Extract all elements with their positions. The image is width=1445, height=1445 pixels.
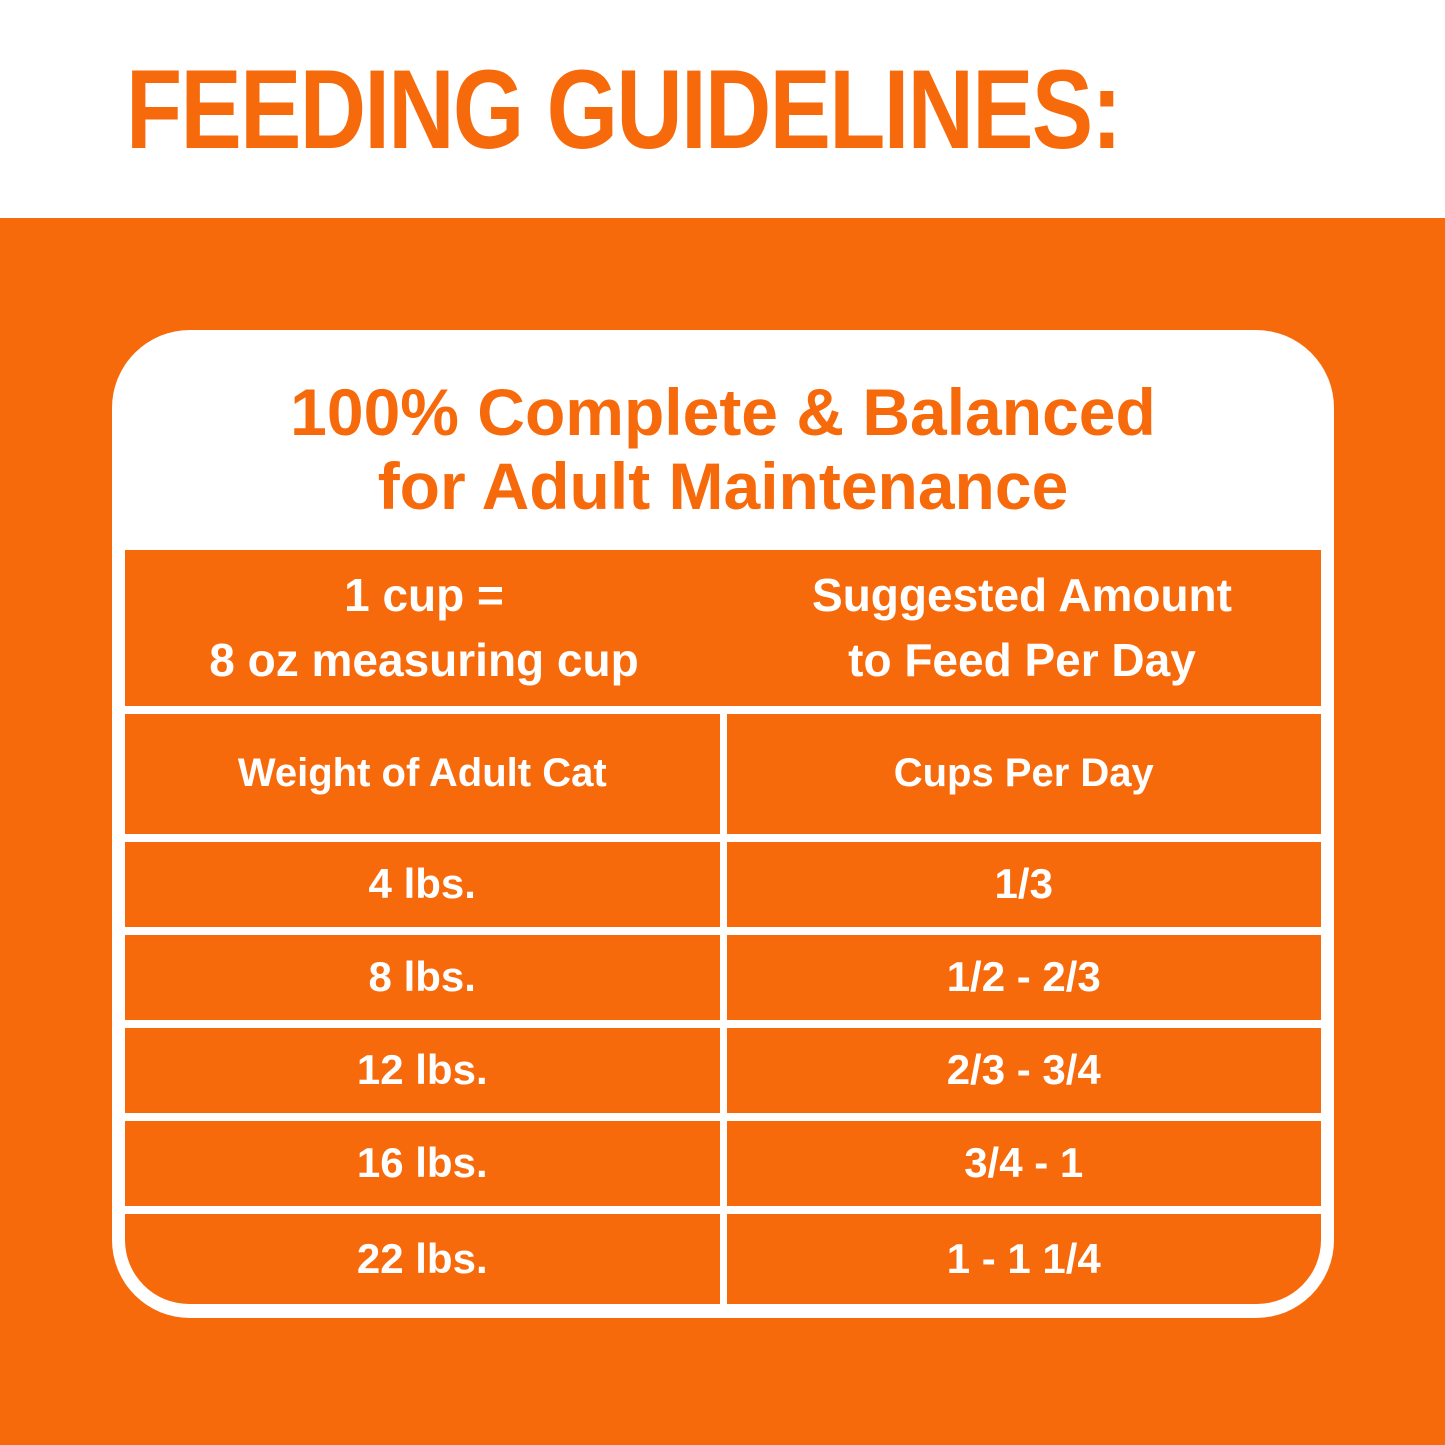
feeding-guidelines-card: 100% Complete & Balanced for Adult Maint… bbox=[112, 330, 1334, 1318]
weight-cell: 4 lbs. bbox=[125, 841, 720, 927]
unit-note-right-text: Suggested Amount to Feed Per Day bbox=[812, 563, 1232, 692]
cups-cell: 1/2 - 2/3 bbox=[726, 934, 1321, 1020]
unit-note-left-text: 1 cup = 8 oz measuring cup bbox=[209, 563, 638, 692]
card-title-line2: for Adult Maintenance bbox=[377, 448, 1069, 523]
unit-note-right-line2: to Feed Per Day bbox=[848, 633, 1196, 686]
orange-background: 100% Complete & Balanced for Adult Maint… bbox=[0, 218, 1445, 1445]
cups-cell: 3/4 - 1 bbox=[726, 1120, 1321, 1206]
table-row: 22 lbs. 1 - 1 1/4 bbox=[125, 1213, 1321, 1304]
column-header-weight: Weight of Adult Cat bbox=[125, 713, 720, 834]
table-unit-note-row: 1 cup = 8 oz measuring cup Suggested Amo… bbox=[125, 549, 1321, 706]
card-title-line1: 100% Complete & Balanced bbox=[290, 375, 1156, 449]
unit-note-left-line1: 1 cup = bbox=[344, 569, 504, 622]
weight-cell: 8 lbs. bbox=[125, 934, 720, 1020]
unit-note-right-line1: Suggested Amount bbox=[812, 569, 1232, 622]
header-band: FEEDING GUIDELINES: bbox=[0, 0, 1445, 218]
unit-note-right-cell: Suggested Amount to Feed Per Day bbox=[723, 549, 1321, 706]
table-row: 8 lbs. 1/2 - 2/3 bbox=[125, 934, 1321, 1020]
table-row: 16 lbs. 3/4 - 1 bbox=[125, 1120, 1321, 1206]
unit-note-left-line2: 8 oz measuring cup bbox=[209, 633, 639, 686]
cups-cell: 1/3 bbox=[726, 841, 1321, 927]
cups-cell: 1 - 1 1/4 bbox=[726, 1213, 1321, 1304]
card-title: 100% Complete & Balanced for Adult Maint… bbox=[112, 330, 1334, 524]
weight-cell: 22 lbs. bbox=[125, 1213, 720, 1304]
weight-cell: 12 lbs. bbox=[125, 1027, 720, 1113]
page-title: FEEDING GUIDELINES: bbox=[126, 47, 1122, 172]
table-row: 12 lbs. 2/3 - 3/4 bbox=[125, 1027, 1321, 1113]
table-column-header-row: Weight of Adult Cat Cups Per Day bbox=[125, 713, 1321, 834]
column-header-cups: Cups Per Day bbox=[726, 713, 1321, 834]
cups-cell: 2/3 - 3/4 bbox=[726, 1027, 1321, 1113]
feeding-table: 1 cup = 8 oz measuring cup Suggested Amo… bbox=[125, 549, 1321, 1304]
table-row: 4 lbs. 1/3 bbox=[125, 841, 1321, 927]
unit-note-left-cell: 1 cup = 8 oz measuring cup bbox=[125, 549, 723, 706]
weight-cell: 16 lbs. bbox=[125, 1120, 720, 1206]
